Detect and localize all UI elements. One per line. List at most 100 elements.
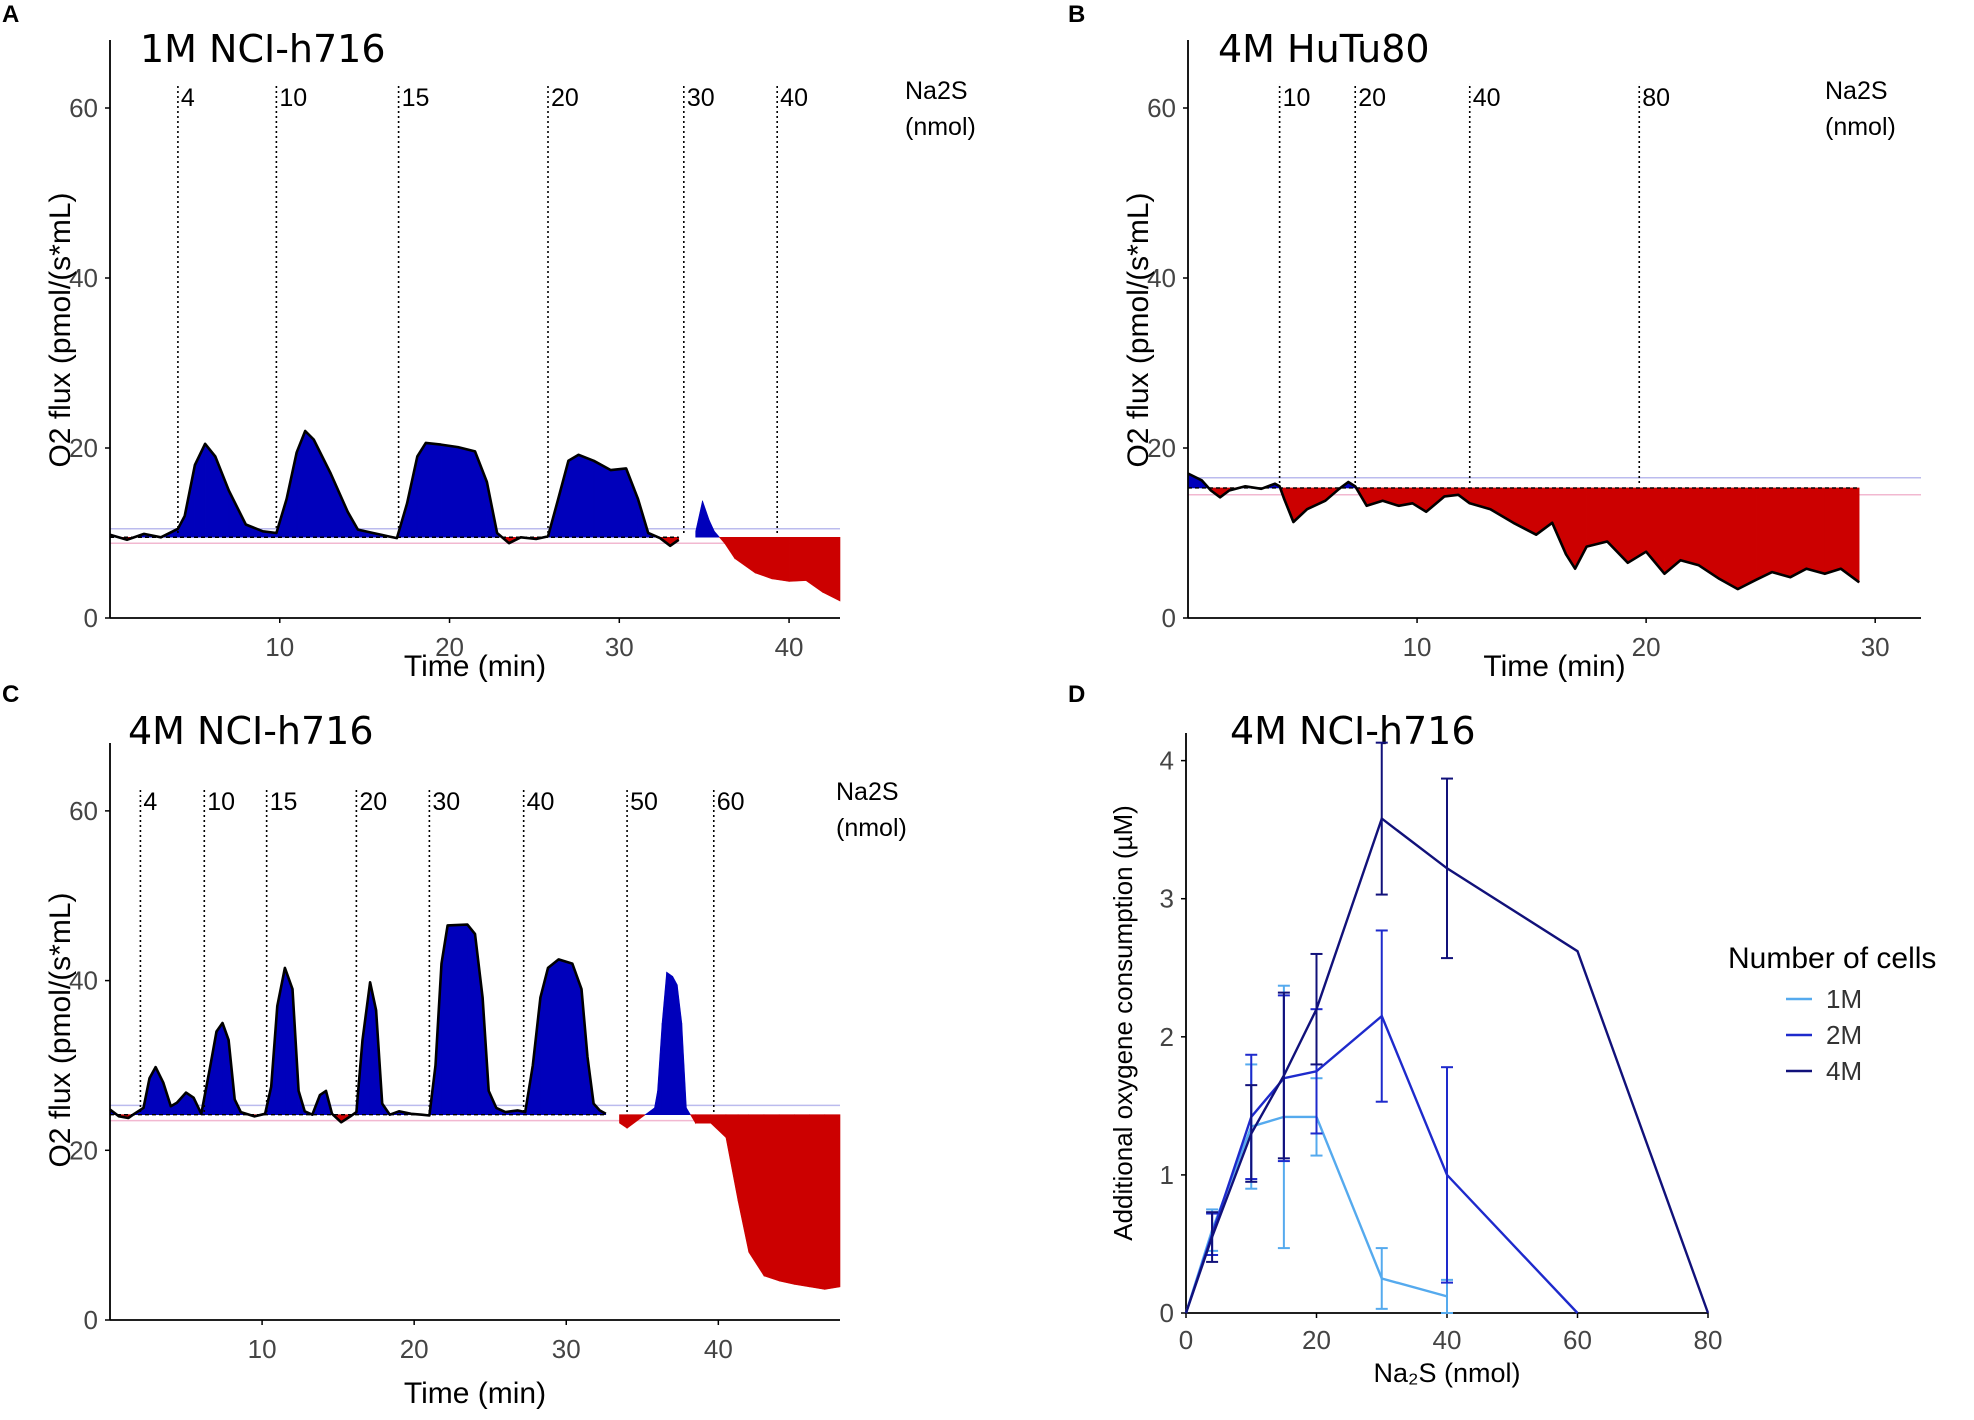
panel-letter: B bbox=[1068, 1, 1085, 28]
flux-area-post-below bbox=[619, 1114, 628, 1129]
flux-area-post-below bbox=[824, 1114, 841, 1290]
y-tick-label: 0 bbox=[84, 603, 98, 633]
panel-title: 4M NCI-h716 bbox=[1230, 709, 1476, 753]
x-tick-label: 80 bbox=[1694, 1325, 1723, 1355]
legend-label-4m: 4M bbox=[1826, 1056, 1862, 1086]
flux-area-post-above bbox=[672, 976, 678, 1115]
flux-area-post-above bbox=[702, 500, 710, 538]
flux-area-post-below bbox=[822, 536, 841, 602]
injection-dose-label: 4 bbox=[143, 788, 157, 816]
flux-area-below bbox=[1586, 487, 1608, 547]
flux-area-above bbox=[214, 456, 230, 538]
flux-area-below bbox=[1698, 487, 1720, 580]
flux-area-above bbox=[425, 442, 442, 538]
injection-dose-label: 10 bbox=[279, 84, 307, 112]
injection-dose-label: 10 bbox=[207, 788, 235, 816]
injection-dose-label: 50 bbox=[630, 788, 658, 816]
flux-area-post-below bbox=[689, 1114, 696, 1125]
injection-dose-label: 60 bbox=[717, 788, 745, 816]
flux-area-below bbox=[1771, 487, 1791, 578]
flux-area-below bbox=[1737, 487, 1757, 590]
panel-letter: C bbox=[2, 681, 19, 708]
x-axis-title: Na₂S (nmol) bbox=[1373, 1358, 1520, 1388]
flux-area-above bbox=[593, 460, 612, 538]
y-axis-title: O2 flux (pmol/(s*mL) bbox=[44, 192, 77, 467]
flux-area-post-below bbox=[725, 1114, 739, 1202]
panel-a: A 1M NCI-h716 4 10 15 20 30 40 Na2S (nmol) 0 20 40 60… bbox=[2, 1, 976, 683]
flux-area-post-below bbox=[754, 536, 773, 580]
injection-dose-label: 20 bbox=[1358, 84, 1386, 112]
flux-area-above bbox=[625, 468, 639, 538]
flux-area-post-below bbox=[718, 536, 725, 545]
flux-area-below bbox=[1755, 487, 1773, 581]
series-line-2m bbox=[1184, 1014, 1579, 1314]
injection-dose-label: 40 bbox=[780, 84, 808, 112]
x-axis-title: Time (min) bbox=[1483, 650, 1625, 683]
panel-title: 1M NCI-h716 bbox=[140, 27, 386, 71]
x-tick-label: 30 bbox=[552, 1334, 581, 1364]
flux-area-below bbox=[1790, 487, 1807, 578]
injection-dose-label: 15 bbox=[402, 84, 430, 112]
injection-dose-label: 30 bbox=[432, 788, 460, 816]
flux-area-below bbox=[1719, 487, 1739, 590]
x-tick-label: 20 bbox=[400, 1334, 429, 1364]
y-tick-label: 3 bbox=[1160, 884, 1174, 914]
flux-area-post-above bbox=[714, 530, 721, 538]
y-tick-label: 2 bbox=[1160, 1022, 1174, 1052]
injection-dose-label: 30 bbox=[687, 84, 715, 112]
y-tick-label: 0 bbox=[84, 1305, 98, 1335]
flux-area-post-above bbox=[681, 1022, 687, 1115]
y-tick-label: 40 bbox=[69, 966, 98, 996]
y-tick-label: 20 bbox=[1147, 433, 1176, 463]
flux-trace bbox=[1187, 472, 1860, 591]
x-tick-label: 40 bbox=[1433, 1325, 1462, 1355]
x-tick-label: 30 bbox=[605, 632, 634, 662]
y-tick-label: 60 bbox=[1147, 93, 1176, 123]
injection-dose-label: 15 bbox=[270, 788, 298, 816]
flux-trace bbox=[109, 429, 680, 548]
y-axis-title: O2 flux (pmol/(s*mL) bbox=[44, 892, 77, 1167]
y-tick-label: 0 bbox=[1162, 603, 1176, 633]
x-tick-label: 40 bbox=[704, 1334, 733, 1364]
flux-area-post-below bbox=[626, 1114, 647, 1129]
injection-dose-label: 40 bbox=[527, 788, 555, 816]
flux-area-above bbox=[216, 1022, 223, 1115]
na2s-label: Na2S bbox=[836, 778, 899, 806]
flux-area-post-above bbox=[676, 984, 683, 1115]
y-tick-label: 60 bbox=[69, 93, 98, 123]
na2s-unit-label: (nmol) bbox=[905, 113, 976, 141]
x-tick-label: 20 bbox=[1302, 1325, 1331, 1355]
injection-dose-label: 20 bbox=[359, 788, 387, 816]
y-axis-title: Additional oxygene consumption (µM) bbox=[1108, 805, 1138, 1241]
y-axis-title: O2 flux (pmol/(s*mL) bbox=[1122, 192, 1155, 467]
x-axis-title: Time (min) bbox=[404, 650, 546, 683]
x-tick-label: 10 bbox=[1403, 632, 1432, 662]
panel-title: 4M HuTu80 bbox=[1218, 27, 1430, 71]
flux-area-below bbox=[1840, 487, 1860, 583]
flux-area-post-above bbox=[661, 972, 667, 1115]
flux-area-below bbox=[1680, 487, 1700, 566]
injection-dose-label: 40 bbox=[1473, 84, 1501, 112]
flux-area-post-below bbox=[778, 1114, 795, 1285]
flux-area-post-below bbox=[695, 1114, 712, 1124]
flux-area-below bbox=[1824, 487, 1842, 575]
na2s-label: Na2S bbox=[1825, 77, 1888, 105]
x-tick-label: 10 bbox=[265, 632, 294, 662]
panel-c: C 4M NCI-h716 4 10 15 20 30 40 50 60 Na2S (nmol) 0 20… bbox=[2, 681, 907, 1410]
flux-area-above bbox=[610, 468, 627, 538]
y-tick-label: 40 bbox=[69, 263, 98, 293]
na2s-unit-label: (nmol) bbox=[1825, 113, 1896, 141]
flux-area-post-below bbox=[737, 1114, 750, 1253]
na2s-label: Na2S bbox=[905, 77, 968, 105]
x-tick-label: 20 bbox=[1632, 632, 1661, 662]
flux-area-above bbox=[568, 454, 579, 538]
flux-area-post-above bbox=[666, 971, 674, 1115]
flux-area-post-above bbox=[644, 1107, 655, 1115]
flux-area-post-below bbox=[724, 536, 736, 560]
flux-area-post-below bbox=[763, 1114, 780, 1282]
flux-area-below bbox=[1490, 487, 1514, 524]
flux-area-post-below bbox=[748, 1114, 765, 1277]
x-tick-label: 30 bbox=[1861, 632, 1890, 662]
